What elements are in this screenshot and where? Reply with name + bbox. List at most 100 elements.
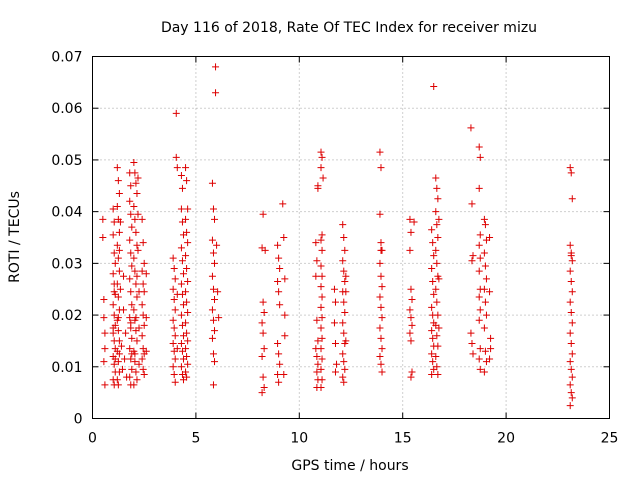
data-point — [567, 252, 575, 260]
x-tick-label: 5 — [191, 431, 200, 447]
data-point — [377, 246, 385, 254]
data-point — [140, 321, 148, 329]
data-point — [132, 228, 140, 236]
data-point — [340, 358, 348, 366]
data-point — [568, 195, 576, 203]
data-point — [114, 358, 122, 366]
data-point — [318, 334, 326, 342]
data-point — [109, 324, 117, 332]
data-point — [208, 272, 216, 280]
data-point — [126, 197, 134, 205]
data-point — [114, 177, 122, 185]
data-point — [377, 272, 385, 280]
data-point — [434, 311, 442, 319]
data-point — [134, 246, 142, 254]
data-point — [259, 329, 267, 337]
data-point — [135, 324, 143, 332]
data-point — [430, 290, 438, 298]
data-point — [566, 164, 574, 172]
data-point — [434, 371, 442, 379]
data-point — [480, 249, 488, 257]
data-point — [376, 352, 384, 360]
data-point — [317, 262, 325, 270]
data-point — [317, 164, 325, 172]
data-point — [480, 285, 488, 293]
data-point — [475, 241, 483, 249]
data-point — [317, 383, 325, 391]
y-tick-label: 0.05 — [51, 153, 82, 169]
data-point — [211, 215, 219, 223]
data-point — [134, 174, 142, 182]
data-point — [428, 371, 436, 379]
data-point — [133, 241, 141, 249]
data-point — [435, 324, 443, 332]
data-point — [339, 319, 347, 327]
data-point — [339, 350, 347, 358]
axes: 0 5 10 15 20 25 0 0.01 0.02 0.03 0.04 0.05 0.06 0.07 — [51, 50, 618, 447]
data-point — [428, 350, 436, 358]
data-point — [139, 365, 147, 373]
x-tick-label: 0 — [88, 431, 97, 447]
data-point — [184, 308, 192, 316]
data-point — [177, 171, 185, 179]
data-point — [406, 306, 414, 314]
data-point — [339, 257, 347, 265]
data-point — [274, 241, 282, 249]
data-point — [100, 314, 108, 322]
data-point — [276, 265, 284, 273]
data-point — [475, 293, 483, 301]
data-point — [276, 301, 284, 309]
data-point — [128, 334, 136, 342]
data-point — [376, 324, 384, 332]
y-axis-label: ROTI / TECUs — [7, 191, 23, 283]
data-point — [130, 159, 138, 167]
data-point — [428, 226, 436, 234]
data-point — [115, 350, 123, 358]
data-point — [476, 153, 484, 161]
data-point — [476, 231, 484, 239]
data-point — [171, 275, 179, 283]
data-point — [101, 329, 109, 337]
data-point — [177, 205, 185, 213]
data-point — [280, 234, 288, 241]
data-point — [378, 314, 386, 322]
data-point — [179, 270, 187, 278]
data-point — [318, 355, 326, 363]
data-point — [314, 360, 322, 368]
data-point — [113, 241, 121, 249]
data-point — [429, 239, 437, 247]
data-point — [142, 347, 150, 355]
data-point — [567, 365, 575, 373]
data-point — [208, 179, 216, 187]
data-point — [184, 239, 192, 247]
data-point — [568, 373, 576, 381]
data-point — [317, 303, 325, 311]
data-point — [274, 277, 282, 285]
data-point — [377, 360, 385, 368]
data-point — [434, 234, 442, 241]
data-point — [109, 231, 117, 239]
data-point — [259, 210, 267, 218]
data-point — [114, 327, 122, 335]
data-point — [313, 368, 321, 376]
data-point — [319, 174, 327, 182]
data-point — [109, 270, 117, 278]
data-point — [428, 327, 436, 335]
data-point — [468, 200, 476, 208]
data-point — [211, 296, 219, 304]
data-point — [109, 301, 117, 309]
data-point — [487, 345, 495, 353]
data-point — [182, 252, 190, 260]
data-point — [318, 272, 326, 280]
data-point — [114, 254, 122, 262]
x-tick-label: 25 — [601, 431, 619, 447]
data-point — [184, 360, 192, 368]
data-point — [139, 239, 147, 247]
data-point — [208, 236, 216, 244]
data-point — [184, 337, 192, 345]
data-point — [208, 334, 216, 342]
data-point — [406, 329, 414, 337]
data-point — [117, 342, 125, 350]
chart-title: Day 116 of 2018, Rate Of TEC Index for r… — [161, 20, 537, 36]
data-point — [467, 124, 475, 132]
